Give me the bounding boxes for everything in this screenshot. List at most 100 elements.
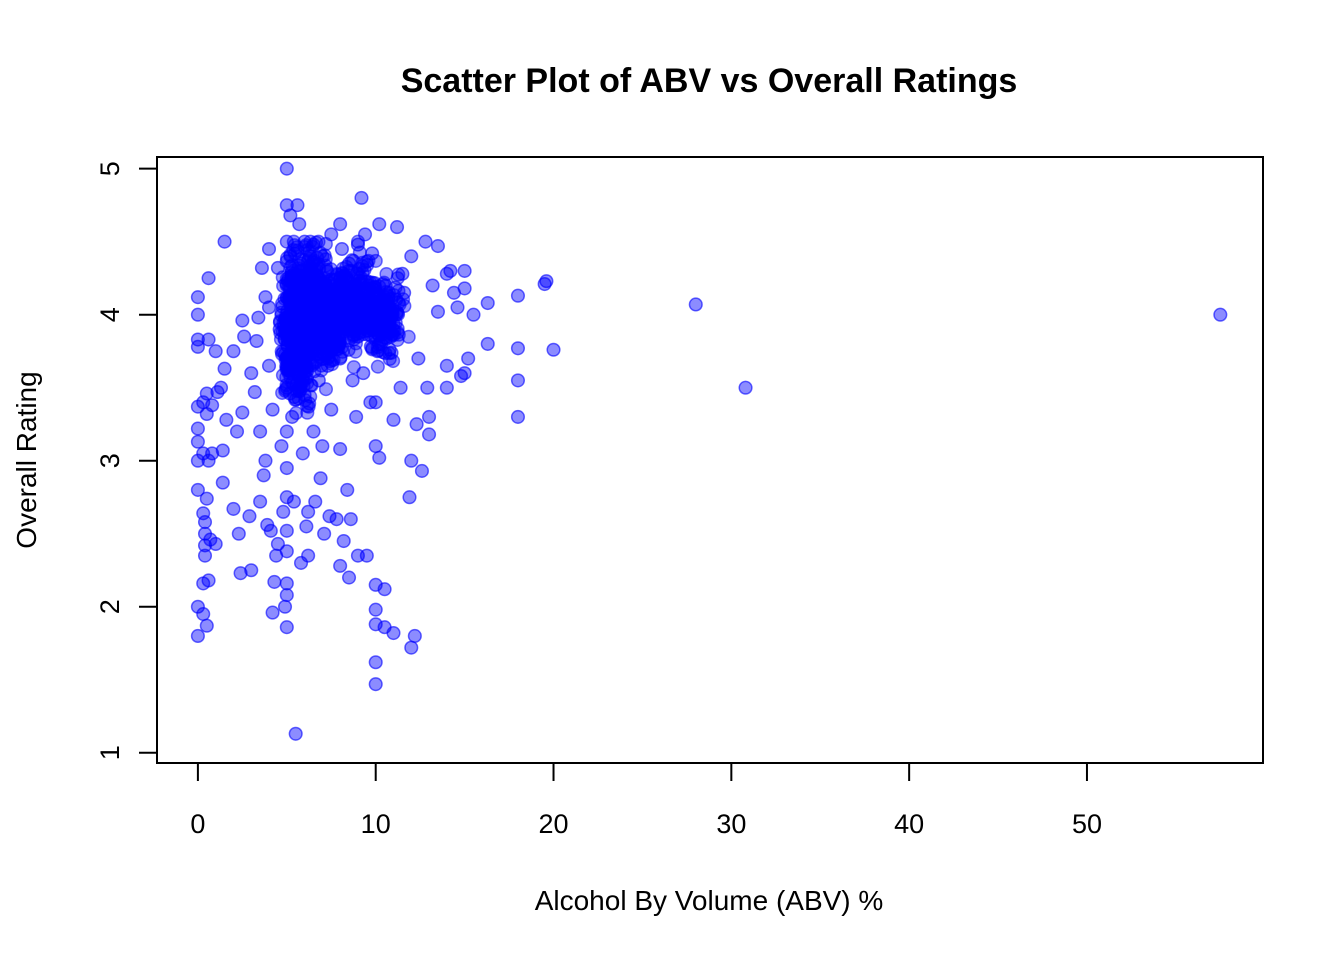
data-point — [292, 217, 307, 232]
data-point — [325, 307, 341, 322]
data-point — [279, 314, 294, 330]
data-point — [197, 515, 213, 530]
x-tick-label: 30 — [716, 809, 746, 839]
data-point — [279, 198, 294, 213]
data-point — [208, 344, 223, 359]
data-point — [286, 494, 301, 509]
data-point — [249, 333, 264, 349]
data-point — [201, 573, 216, 588]
data-point — [288, 293, 303, 308]
data-point — [293, 256, 309, 271]
data-point — [349, 409, 364, 424]
data-point — [333, 271, 348, 286]
data-point — [382, 351, 397, 367]
data-point — [279, 380, 294, 395]
data-point — [199, 386, 214, 401]
data-point — [226, 501, 241, 516]
data-point — [382, 300, 397, 315]
data-point — [299, 398, 315, 413]
data-point — [190, 307, 205, 322]
data-point — [510, 409, 526, 424]
data-point — [258, 290, 273, 305]
data-point — [480, 336, 495, 351]
data-point — [256, 468, 271, 483]
data-point — [279, 523, 294, 538]
data-point — [334, 241, 349, 257]
data-point — [297, 310, 312, 325]
data-point — [277, 599, 293, 614]
data-point — [339, 289, 354, 304]
data-point — [279, 161, 294, 176]
data-point — [368, 602, 383, 617]
data-point — [313, 471, 328, 486]
data-point — [190, 339, 205, 354]
data-point — [373, 336, 389, 351]
data-point — [384, 310, 399, 325]
chart-title: Scatter Plot of ABV vs Overall Ratings — [401, 62, 1018, 100]
data-point — [318, 278, 333, 293]
data-point — [345, 373, 360, 388]
data-point — [215, 475, 230, 490]
data-point — [261, 358, 277, 373]
data-point — [539, 274, 554, 289]
data-point — [420, 380, 435, 395]
data-point — [265, 605, 280, 620]
data-point — [688, 297, 703, 312]
data-point — [265, 402, 280, 417]
x-tick-label: 40 — [894, 809, 924, 839]
data-point — [370, 344, 385, 359]
data-point — [244, 563, 259, 578]
data-point — [261, 241, 277, 257]
data-point — [226, 344, 241, 359]
data-point — [258, 453, 273, 468]
data-point — [244, 366, 259, 381]
data-point — [247, 385, 262, 400]
data-point — [317, 526, 332, 541]
data-point — [359, 548, 374, 563]
data-point — [215, 443, 230, 458]
data-point — [231, 526, 246, 541]
data-point — [253, 424, 268, 439]
data-point — [205, 398, 220, 413]
data-point — [348, 344, 363, 359]
data-point — [379, 285, 394, 300]
data-point — [324, 402, 339, 417]
data-point — [340, 482, 355, 497]
data-point — [341, 570, 357, 585]
data-point — [270, 260, 285, 276]
data-point — [285, 409, 300, 424]
data-point — [510, 288, 526, 303]
data-point — [287, 389, 302, 405]
data-point — [190, 482, 205, 497]
data-point — [324, 227, 339, 242]
points-layer — [190, 161, 1228, 741]
data-point — [315, 439, 330, 454]
data-point — [390, 332, 405, 347]
data-point — [357, 227, 373, 242]
data-point — [279, 544, 294, 559]
data-point — [418, 234, 433, 249]
data-point — [367, 318, 383, 333]
y-tick-label: 3 — [95, 453, 125, 468]
data-point — [304, 378, 319, 393]
data-point — [297, 354, 312, 369]
data-point — [350, 329, 365, 344]
y-axis: 1 2 3 4 5 — [95, 161, 158, 760]
data-point — [411, 351, 426, 366]
data-point — [279, 620, 294, 635]
data-point — [370, 359, 385, 374]
x-axis: 0 10 20 30 40 50 — [190, 762, 1102, 839]
data-point — [422, 427, 437, 442]
data-point — [1213, 307, 1228, 322]
x-tick-label: 20 — [539, 809, 569, 839]
data-point — [368, 677, 383, 692]
data-point — [196, 607, 211, 622]
data-point — [308, 494, 323, 509]
data-point — [546, 342, 561, 357]
data-point — [208, 536, 223, 552]
data-point — [190, 421, 205, 436]
data-point — [312, 341, 327, 356]
data-point — [274, 439, 289, 454]
data-point — [283, 249, 298, 264]
